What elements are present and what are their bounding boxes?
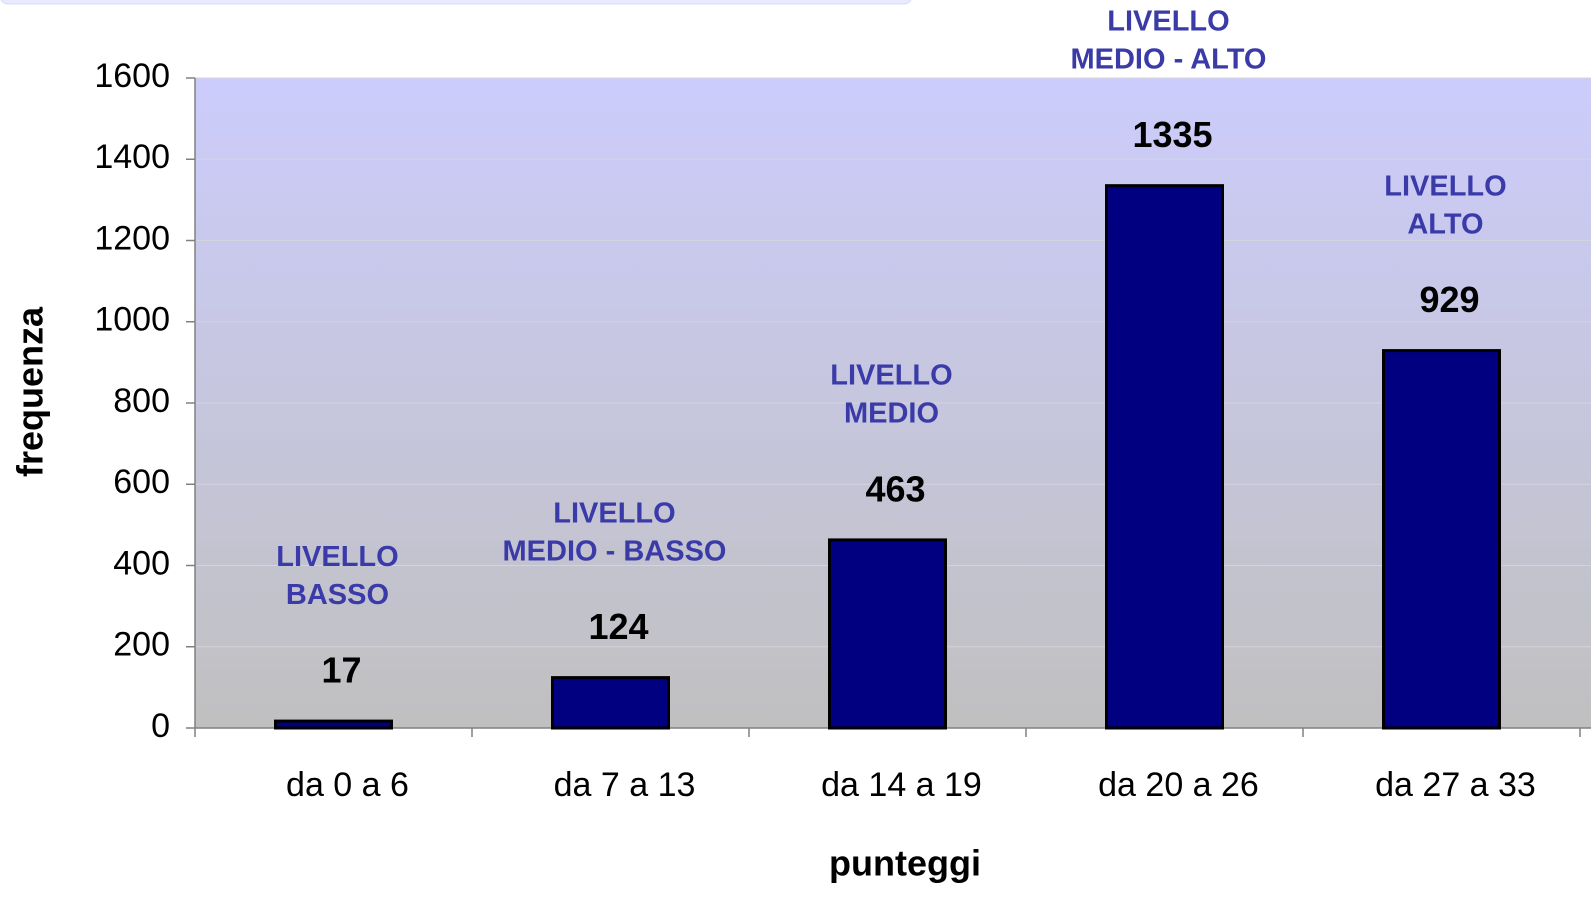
level-label: LIVELLO [1107, 5, 1229, 37]
level-label: ALTO [1407, 208, 1483, 240]
y-tick-label: 400 [113, 544, 170, 582]
level-label: LIVELLO [553, 497, 675, 529]
value-label: 1335 [1132, 114, 1212, 155]
y-tick-label: 1400 [94, 138, 170, 176]
x-tick-label: da 7 a 13 [554, 766, 696, 804]
y-tick-label: 1000 [94, 301, 170, 339]
x-tick-label: da 20 a 26 [1098, 766, 1259, 804]
y-tick-label: 1200 [94, 219, 170, 257]
level-label: LIVELLO [830, 360, 952, 392]
x-axis-title: punteggi [829, 843, 981, 884]
value-label: 463 [865, 468, 925, 509]
bar [274, 719, 393, 730]
bar [1105, 184, 1224, 730]
frame-fragment [0, 0, 912, 5]
value-label: 17 [321, 650, 361, 691]
y-tick-label: 800 [113, 382, 170, 420]
bar [1382, 349, 1501, 730]
x-tick-label: da 27 a 33 [1375, 766, 1536, 804]
level-label: LIVELLO [1384, 170, 1506, 202]
y-tick-label: 0 [151, 707, 170, 745]
level-label: MEDIO - BASSO [503, 535, 727, 567]
x-tick-label: da 0 a 6 [286, 766, 409, 804]
y-axis-title: frequenza [10, 306, 51, 477]
bar [551, 676, 670, 730]
y-tick-label: 200 [113, 626, 170, 664]
level-label: MEDIO - ALTO [1070, 43, 1266, 75]
value-label: 929 [1419, 279, 1479, 320]
bar [828, 538, 947, 730]
level-label: MEDIO [844, 398, 939, 430]
level-label: LIVELLO [276, 541, 398, 573]
value-label: 124 [588, 606, 648, 647]
level-label: BASSO [286, 579, 389, 611]
x-tick-label: da 14 a 19 [821, 766, 982, 804]
y-tick-label: 1600 [94, 57, 170, 95]
y-tick-label: 600 [113, 463, 170, 501]
